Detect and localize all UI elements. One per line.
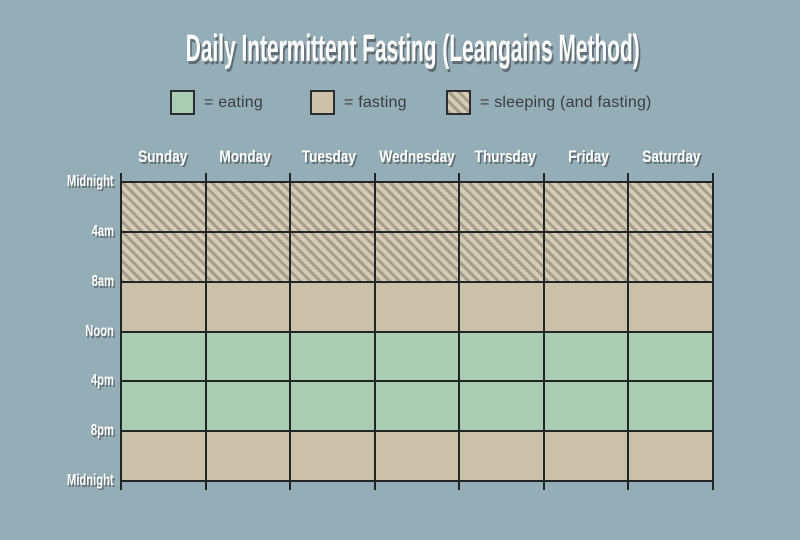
day-label: Wednesday [370,146,464,168]
day-label: Monday [204,146,287,168]
legend-item-fasting: = fasting [310,89,407,116]
legend-label: = fasting [344,93,407,111]
time-label: 4pm [28,370,114,392]
day-label-text: Tuesday [301,147,356,166]
grid-line-horizontal [121,380,713,383]
time-label-text: Midnight [67,472,114,489]
schedule-band-fasting [121,281,713,332]
grid-line-horizontal [121,181,713,183]
time-label-text: 8am [91,272,114,290]
legend-swatch-sleeping-icon [446,90,471,115]
time-label-text: Midnight [67,173,114,190]
time-label-text: 4am [91,222,114,240]
grid-line-horizontal [121,230,713,233]
grid-line-horizontal [121,280,713,283]
grid-line-horizontal [121,330,713,333]
day-label-text: Friday [568,147,609,166]
time-label-text: 4pm [90,372,114,390]
day-header-row: Sunday Monday Tuesday Wednesday Thursday Frid… [121,146,713,168]
day-label: Thursday [464,146,547,168]
legend-label: = eating [204,93,263,111]
page-title-text: Daily Intermittent Fasting (Leangains Me… [185,28,640,70]
time-label: Midnight [28,171,114,193]
time-label: Midnight [28,470,114,492]
day-label: Friday [547,146,630,168]
time-label-text: Noon [85,322,114,340]
schedule-band-fasting [121,431,713,481]
grid-line-horizontal [121,480,713,482]
grid-line-vertical [712,173,714,490]
day-label-text: Wednesday [379,147,455,166]
legend-item-sleeping: = sleeping (and fasting) [446,89,652,116]
time-label-text: 8pm [90,422,114,440]
legend-label: = sleeping (and fasting) [480,93,652,111]
time-label: 4am [28,221,114,243]
day-label: Tuesday [287,146,370,168]
time-label: 8am [28,271,114,293]
legend-swatch-fasting-icon [310,90,335,115]
day-label-text: Thursday [474,147,537,166]
day-label-text: Monday [219,147,272,166]
day-label-text: Sunday [137,147,188,166]
legend-item-eating: = eating [170,89,263,116]
time-label: 8pm [28,420,114,442]
page-title: Daily Intermittent Fasting (Leangains Me… [0,28,800,71]
grid-line-horizontal [121,430,713,433]
day-label: Sunday [121,146,204,168]
day-label-text: Saturday [642,147,701,166]
legend-swatch-eating-icon [170,90,195,115]
time-label: Noon [28,321,114,343]
day-label: Saturday [630,146,713,168]
